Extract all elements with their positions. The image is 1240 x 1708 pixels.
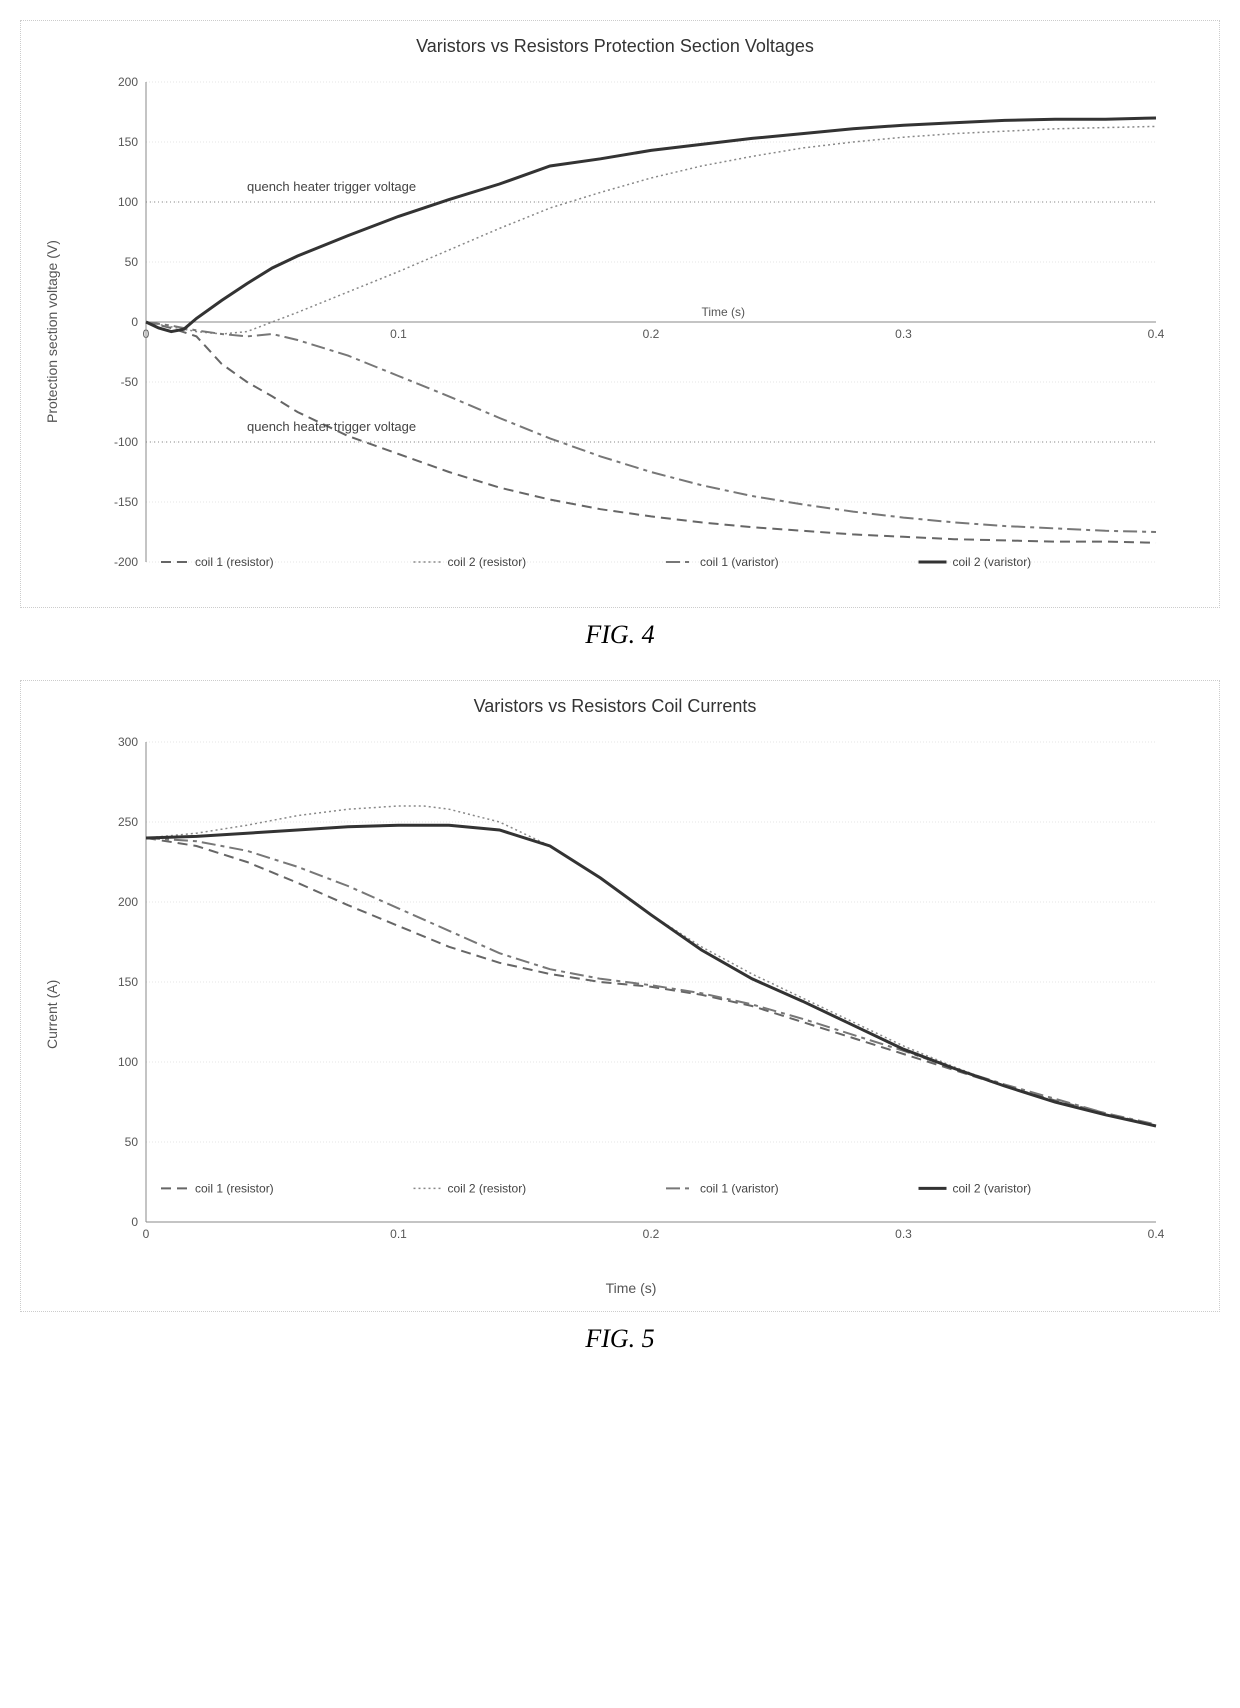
svg-text:0.3: 0.3 — [895, 1227, 912, 1241]
svg-text:Time (s): Time (s) — [702, 305, 746, 319]
svg-text:250: 250 — [118, 815, 138, 829]
chart-5-title: Varistors vs Resistors Coil Currents — [36, 696, 1194, 717]
chart-5-xlabel: Time (s) — [68, 1280, 1194, 1296]
chart-5-plot-area: 0 50 100 150 200 250 300 0 0.1 0.2 0.3 0.4 coil 1 (r… — [68, 732, 1194, 1252]
chart-5-container: Varistors vs Resistors Coil Currents Cur… — [20, 680, 1220, 1312]
svg-text:coil 1 (resistor): coil 1 (resistor) — [195, 555, 274, 569]
svg-text:-50: -50 — [121, 375, 139, 389]
svg-text:0.4: 0.4 — [1148, 1227, 1165, 1241]
svg-text:50: 50 — [125, 1135, 139, 1149]
chart-4-plot-wrapper: Protection section voltage (V) -200 -150 -… — [36, 72, 1194, 592]
chart-4-plot-area: -200-150-100-5005010015020000.10.20.30.4… — [68, 72, 1194, 592]
chart-4-ylabel: Protection section voltage (V) — [36, 72, 68, 592]
figure-5: Varistors vs Resistors Coil Currents Cur… — [20, 680, 1220, 1354]
svg-text:quench heater trigger voltage: quench heater trigger voltage — [247, 179, 416, 194]
svg-text:coil 2 (varistor): coil 2 (varistor) — [953, 1181, 1032, 1195]
chart-5-ylabel: Current (A) — [36, 732, 68, 1296]
svg-text:0: 0 — [143, 1227, 150, 1241]
svg-text:0.2: 0.2 — [643, 1227, 660, 1241]
svg-text:0: 0 — [131, 315, 138, 329]
svg-text:0.3: 0.3 — [895, 327, 912, 341]
chart-4-container: Varistors vs Resistors Protection Sectio… — [20, 20, 1220, 608]
svg-text:0.4: 0.4 — [1148, 327, 1165, 341]
svg-text:quench heater trigger voltage: quench heater trigger voltage — [247, 419, 416, 434]
svg-text:0: 0 — [131, 1215, 138, 1229]
chart-4-svg: -200-150-100-5005010015020000.10.20.30.4… — [68, 72, 1194, 592]
svg-text:0.1: 0.1 — [390, 1227, 407, 1241]
chart-4-title: Varistors vs Resistors Protection Sectio… — [36, 36, 1194, 57]
svg-text:0.1: 0.1 — [390, 327, 407, 341]
svg-text:coil 1 (varistor): coil 1 (varistor) — [700, 1181, 779, 1195]
svg-text:coil 2 (resistor): coil 2 (resistor) — [448, 555, 527, 569]
svg-text:200: 200 — [118, 75, 138, 89]
chart-5-body: 0 50 100 150 200 250 300 0 0.1 0.2 0.3 0.4 coil 1 (r… — [68, 732, 1194, 1296]
figure-4: Varistors vs Resistors Protection Sectio… — [20, 20, 1220, 650]
chart-5-plot-wrapper: Current (A) 0 50 100 150 200 250 300 0 0.1 0.2 0.3… — [36, 732, 1194, 1296]
svg-text:coil 2 (resistor): coil 2 (resistor) — [448, 1181, 527, 1195]
svg-text:coil 1 (resistor): coil 1 (resistor) — [195, 1181, 274, 1195]
svg-text:200: 200 — [118, 895, 138, 909]
svg-text:0.2: 0.2 — [643, 327, 660, 341]
svg-text:100: 100 — [118, 195, 138, 209]
chart-5-svg: 0 50 100 150 200 250 300 0 0.1 0.2 0.3 0.4 coil 1 (r… — [68, 732, 1194, 1252]
svg-text:-100: -100 — [114, 435, 138, 449]
svg-text:150: 150 — [118, 975, 138, 989]
svg-text:50: 50 — [125, 255, 139, 269]
svg-text:coil 2 (varistor): coil 2 (varistor) — [953, 555, 1032, 569]
chart-4-body: -200-150-100-5005010015020000.10.20.30.4… — [68, 72, 1194, 592]
svg-text:-200: -200 — [114, 555, 138, 569]
svg-text:coil 1 (varistor): coil 1 (varistor) — [700, 555, 779, 569]
figure-4-caption: FIG. 4 — [20, 620, 1220, 650]
svg-text:-150: -150 — [114, 495, 138, 509]
figure-5-caption: FIG. 5 — [20, 1324, 1220, 1354]
svg-text:100: 100 — [118, 1055, 138, 1069]
svg-text:300: 300 — [118, 735, 138, 749]
svg-text:150: 150 — [118, 135, 138, 149]
